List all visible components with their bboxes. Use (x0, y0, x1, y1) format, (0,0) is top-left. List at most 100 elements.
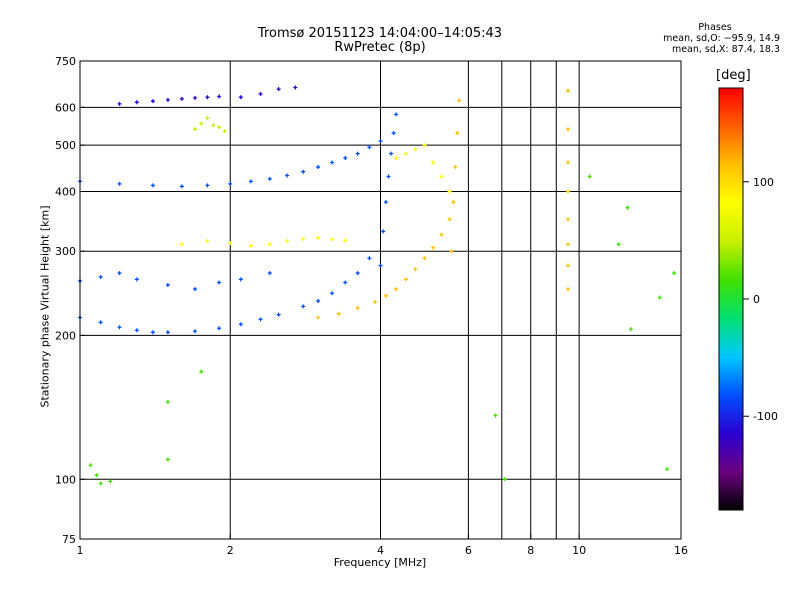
data-point (205, 183, 210, 188)
data-point (258, 317, 263, 322)
data-point (301, 304, 306, 309)
data-point (451, 200, 456, 205)
data-point (165, 330, 170, 335)
data-point (657, 295, 662, 300)
data-point (449, 249, 454, 254)
data-point (394, 112, 399, 117)
data-point (222, 129, 227, 134)
data-point (386, 174, 391, 179)
data-point (566, 217, 571, 222)
data-point (258, 91, 263, 96)
data-point (267, 242, 272, 247)
data-point (165, 97, 170, 102)
colorbar-tick-label: 0 (753, 293, 760, 306)
data-point (217, 94, 222, 99)
data-point (316, 235, 321, 240)
data-point (293, 85, 298, 90)
data-point (566, 287, 571, 292)
y-tick-label: 500 (55, 139, 76, 152)
data-point (566, 160, 571, 165)
data-point (316, 315, 321, 320)
data-point (378, 263, 383, 268)
x-axis-label: Frequency [MHz] (333, 556, 427, 569)
colorbar-tick-label: 100 (753, 176, 774, 189)
data-point (413, 147, 418, 152)
x-tick-label: 2 (227, 544, 234, 557)
data-point (566, 88, 571, 93)
data-point (330, 237, 335, 242)
data-point (367, 145, 372, 150)
data-point (117, 325, 122, 330)
data-point (88, 463, 93, 468)
data-point (413, 267, 418, 272)
data-point (502, 477, 507, 482)
data-point (199, 121, 204, 126)
y-tick-label: 200 (55, 329, 76, 342)
data-point (566, 189, 571, 194)
data-point (205, 95, 210, 100)
data-point (179, 242, 184, 247)
tick-layer: 1 2 4 6 8 10 16 75 100 200 300 400 500 600 750 (55, 55, 688, 557)
data-point (98, 320, 103, 325)
data-point (199, 369, 204, 374)
data-point (238, 322, 243, 327)
data-point (355, 151, 360, 156)
data-point (422, 143, 427, 148)
data-point (165, 282, 170, 287)
data-point (217, 280, 222, 285)
x-tick-label: 8 (527, 544, 534, 557)
data-point (193, 329, 198, 334)
data-point (134, 100, 139, 105)
data-point (179, 96, 184, 101)
colorbar-ticks: 100 0 -100 (743, 176, 778, 423)
x-tick-label: 1 (77, 544, 84, 557)
data-point (616, 242, 621, 247)
data-point (389, 151, 394, 156)
data-point (431, 245, 436, 250)
data-points-layer (78, 85, 677, 486)
data-point (165, 457, 170, 462)
data-point (98, 274, 103, 279)
data-point (566, 242, 571, 247)
data-point (330, 291, 335, 296)
data-point (150, 330, 155, 335)
y-tick-label: 75 (62, 533, 76, 546)
phases-x-line: mean, sd,X: 87.4, 18.3 (671, 44, 780, 55)
data-point (439, 232, 444, 237)
data-point (193, 95, 198, 100)
y-tick-label: 300 (55, 245, 76, 258)
data-point (267, 176, 272, 181)
data-point (228, 181, 233, 186)
data-point (316, 299, 321, 304)
phases-summary: Phases mean, sd,O: −95.9, 14.9 mean, sd,… (590, 22, 780, 55)
data-point (238, 277, 243, 282)
data-point (378, 139, 383, 144)
data-point (228, 241, 233, 246)
data-point (587, 174, 592, 179)
phases-o-line: mean, sd,O: −95.9, 14.9 (663, 33, 780, 44)
chart-title: Tromsø 20151123 14:04:00–14:05:43 (257, 26, 503, 41)
x-tick-label: 10 (572, 544, 586, 557)
data-point (134, 277, 139, 282)
data-point (134, 328, 139, 333)
data-point (343, 238, 348, 243)
data-point (205, 239, 210, 244)
data-point (367, 256, 372, 261)
data-point (217, 326, 222, 331)
data-point (238, 95, 243, 100)
data-point (439, 174, 444, 179)
data-point (211, 123, 216, 128)
data-point (404, 277, 409, 282)
x-tick-label: 4 (377, 544, 384, 557)
data-point (493, 413, 498, 418)
colorbar-tick-label: -100 (753, 410, 778, 423)
data-point (566, 127, 571, 132)
data-point (391, 131, 396, 136)
data-point (150, 183, 155, 188)
data-point (316, 165, 321, 170)
data-point (625, 205, 630, 210)
data-point (431, 160, 436, 165)
data-point (336, 311, 341, 316)
data-point (117, 101, 122, 106)
